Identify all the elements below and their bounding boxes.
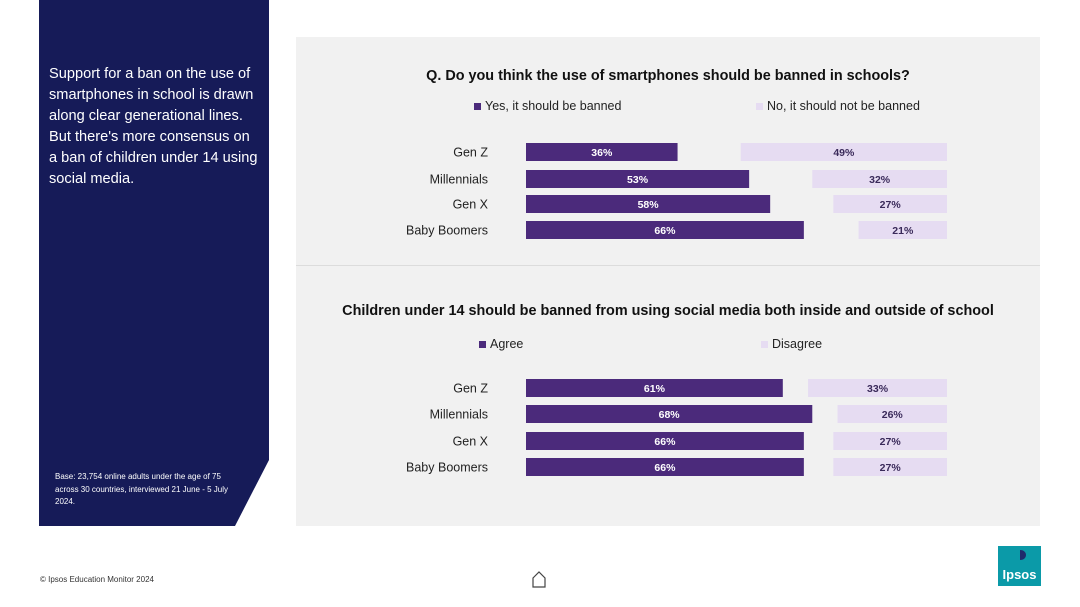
- data-label: 66%: [654, 436, 676, 448]
- bar-disagree: [833, 432, 947, 450]
- legend-label: Yes, it should be banned: [485, 99, 622, 113]
- ipsos-logo: Ipsos: [998, 546, 1041, 586]
- sidebar-summary: Support for a ban on the use of smartpho…: [49, 66, 258, 187]
- panel-divider: [296, 265, 1040, 266]
- category-label: Millennials: [430, 408, 488, 422]
- legend-swatch: [474, 102, 481, 110]
- bar-yes-it-should-be-banned: [526, 195, 771, 213]
- bar-yes-it-should-be-banned: [526, 143, 678, 161]
- bar-no-it-should-not-be-banned: [858, 221, 947, 239]
- chart1-legend-yes: Yes, it should be banned: [474, 99, 621, 113]
- data-label: 36%: [591, 147, 613, 159]
- bar-no-it-should-not-be-banned: [833, 195, 947, 213]
- chart-panel: Q. Do you think the use of smartphones s…: [296, 37, 1040, 526]
- sidebar-panel: Support for a ban on the use of smartpho…: [39, 0, 269, 526]
- legend-swatch: [756, 102, 763, 110]
- bar-no-it-should-not-be-banned: [812, 170, 947, 188]
- footer-copyright: © Ipsos Education Monitor 2024: [40, 575, 154, 584]
- bar-disagree: [833, 458, 947, 476]
- legend-label: Agree: [490, 337, 524, 351]
- data-label: 27%: [880, 462, 902, 474]
- chart2-title: Children under 14 should be banned from …: [342, 303, 994, 319]
- bar-no-it-should-not-be-banned: [740, 143, 947, 161]
- category-label: Gen Z: [453, 382, 488, 396]
- data-label: 21%: [892, 225, 914, 237]
- data-label: 68%: [659, 409, 681, 421]
- data-label: 58%: [638, 199, 660, 211]
- home-icon[interactable]: [532, 570, 546, 588]
- category-label: Baby Boomers: [406, 461, 488, 475]
- category-label: Baby Boomers: [406, 224, 488, 238]
- data-label: 33%: [867, 383, 889, 395]
- chart1-title: Q. Do you think the use of smartphones s…: [426, 68, 910, 84]
- legend-swatch: [479, 340, 486, 348]
- bar-agree: [526, 379, 783, 397]
- legend-label: Disagree: [772, 337, 823, 351]
- bar-agree: [526, 432, 804, 450]
- category-label: Gen X: [453, 198, 489, 212]
- data-label: 61%: [644, 383, 666, 395]
- chart1-legend-no: No, it should not be banned: [756, 99, 920, 113]
- chart2-legend-disagree: Disagree: [761, 337, 822, 351]
- legend-label: No, it should not be banned: [767, 99, 920, 113]
- category-label: Gen Z: [453, 146, 488, 160]
- bar-yes-it-should-be-banned: [526, 170, 750, 188]
- data-label: 26%: [882, 409, 904, 421]
- data-label: 66%: [654, 225, 676, 237]
- bar-disagree: [808, 379, 947, 397]
- data-label: 53%: [627, 174, 649, 186]
- data-label: 32%: [869, 174, 891, 186]
- category-label: Gen X: [453, 435, 489, 449]
- legend-swatch: [761, 340, 768, 348]
- bar-agree: [526, 405, 813, 423]
- bar-agree: [526, 458, 804, 476]
- data-label: 27%: [880, 436, 902, 448]
- data-label: 27%: [880, 199, 902, 211]
- logo-text: Ipsos: [1003, 567, 1037, 582]
- chart2-legend-agree: Agree: [479, 337, 523, 351]
- bar-disagree: [837, 405, 947, 423]
- base-note: Base: 23,754 online adults under the age…: [55, 472, 228, 506]
- data-label: 49%: [833, 147, 855, 159]
- data-label: 66%: [654, 462, 676, 474]
- category-label: Millennials: [430, 173, 488, 187]
- bar-charts: Gen Z 36% 49% Millennials 53% 32% Gen X 58% 27% B…: [406, 143, 947, 476]
- bar-yes-it-should-be-banned: [526, 221, 804, 239]
